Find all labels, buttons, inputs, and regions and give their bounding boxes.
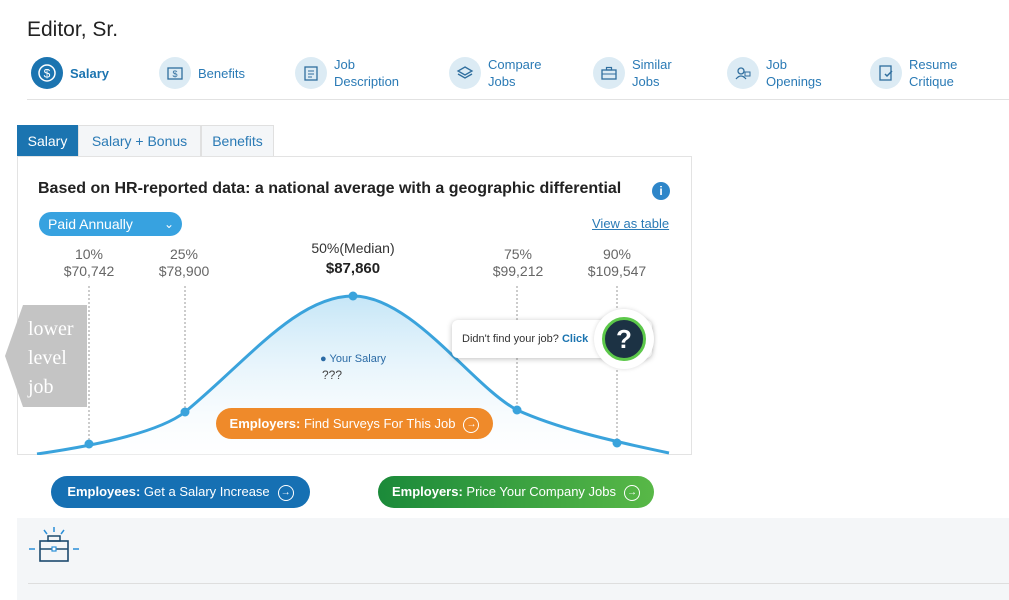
info-icon[interactable]: i	[652, 182, 670, 200]
pay-period-value: Paid Annually	[48, 216, 133, 232]
people-icon	[727, 57, 759, 89]
percentile-point-10	[84, 439, 94, 449]
button-prefix: Employees:	[67, 484, 141, 499]
nav-item-job-openings[interactable]: Job Openings	[727, 55, 822, 91]
chevron-down-icon: ⌄	[163, 217, 174, 231]
percentile-label-10: 10% $70,742	[49, 246, 129, 280]
button-prefix: Employers:	[391, 484, 463, 499]
svg-text:$: $	[172, 69, 177, 79]
percentile-value: $70,742	[63, 263, 115, 279]
your-salary-marker: ● Your Salary	[320, 353, 386, 365]
dollar-coin-icon: $	[31, 57, 63, 89]
percentile-point-25	[180, 407, 190, 417]
briefcase-icon	[593, 57, 625, 89]
nav-label-similar-jobs: Similar Jobs	[632, 57, 672, 89]
button-text: Get a Salary Increase	[140, 484, 270, 499]
nav-item-compare-jobs[interactable]: Compare Jobs	[449, 55, 541, 91]
nav-label-resume-critique: Resume Critique	[909, 57, 958, 89]
didnt-find-text: Didn't find your job?	[462, 333, 562, 345]
layers-icon	[449, 57, 481, 89]
percentile-value: $78,900	[158, 263, 210, 279]
nav-label-benefits: Benefits	[198, 65, 245, 81]
percentile-point-75	[512, 405, 522, 415]
pay-period-select[interactable]: Paid Annually ⌄	[39, 212, 182, 236]
percentile-value: $109,547	[587, 263, 647, 279]
resume-check-icon	[870, 57, 902, 89]
help-question-button[interactable]: ?	[594, 309, 654, 369]
percentile-label-25: 25% $78,900	[144, 246, 224, 280]
arrow-right-circle-icon: →	[277, 484, 294, 501]
view-as-table-link[interactable]: View as table	[592, 216, 670, 231]
percentile-label-75: 75% $99,212	[478, 246, 558, 280]
curve-area	[37, 296, 669, 455]
button-text: Price Your Company Jobs	[462, 484, 616, 499]
tab-benefits[interactable]: Benefits	[201, 125, 274, 156]
didnt-find-click-link[interactable]: Click	[561, 333, 589, 345]
nav-label-job-openings: Job Openings	[766, 57, 822, 89]
question-mark-icon: ?	[602, 317, 646, 361]
nav-item-benefits[interactable]: $ Benefits	[159, 55, 245, 91]
employers-find-surveys-button[interactable]: Employers: Find Surveys For This Job →	[216, 408, 493, 439]
employers-price-jobs-button[interactable]: Employers: Price Your Company Jobs →	[378, 476, 654, 508]
nav-divider	[27, 99, 1009, 100]
nav-item-job-description[interactable]: Job Description	[295, 55, 399, 91]
arrow-right-circle-icon: →	[463, 416, 480, 433]
percentile-name: 75%	[503, 246, 533, 262]
arrow-right-circle-icon: →	[624, 484, 640, 501]
percentile-point-90	[612, 438, 622, 448]
nav-item-similar-jobs[interactable]: Similar Jobs	[593, 55, 672, 91]
left-arrow-shape	[5, 305, 87, 407]
your-salary-value: ???	[322, 368, 343, 382]
employees-salary-increase-button[interactable]: Employees: Get a Salary Increase →	[51, 476, 310, 508]
bottom-panel	[17, 518, 1009, 600]
nav-item-salary[interactable]: $ Salary	[31, 55, 109, 91]
svg-text:$: $	[44, 67, 51, 81]
nav-label-job-description: Job Description	[334, 57, 400, 89]
percentile-name: 90%	[602, 246, 632, 262]
money-bill-icon: $	[159, 57, 191, 89]
percentile-label-90: 90% $109,547	[577, 246, 657, 280]
percentile-value: $87,860	[325, 260, 381, 277]
lower-level-job-button[interactable]: lower level job	[5, 305, 87, 407]
lower-level-job-label: lower level job	[28, 318, 74, 398]
percentile-name: 10%	[74, 246, 104, 262]
button-text: Find Surveys For This Job	[300, 416, 456, 431]
salary-distribution-chart	[36, 286, 670, 455]
tab-salary-bonus[interactable]: Salary + Bonus	[78, 125, 201, 156]
nav-label-compare-jobs: Compare Jobs	[488, 57, 542, 89]
percentile-name: 25%	[169, 246, 199, 262]
briefcase-spark-icon	[27, 527, 81, 572]
percentile-value: $99,212	[492, 263, 544, 279]
document-icon	[295, 57, 327, 89]
nav-item-resume-critique[interactable]: Resume Critique	[870, 55, 957, 91]
tab-salary[interactable]: Salary	[17, 125, 78, 156]
bottom-divider	[28, 583, 1009, 584]
percentile-name: 50%(Median)	[311, 240, 395, 256]
percentile-point-50	[348, 291, 358, 301]
chart-heading: Based on HR-reported data: a national av…	[38, 180, 622, 197]
your-salary-label: Your Salary	[329, 353, 386, 365]
percentile-label-median: 50%(Median) $87,860	[298, 240, 408, 277]
button-prefix: Employers:	[229, 416, 301, 431]
page-title: Editor, Sr.	[27, 18, 119, 41]
nav-label-salary: Salary	[70, 65, 110, 81]
